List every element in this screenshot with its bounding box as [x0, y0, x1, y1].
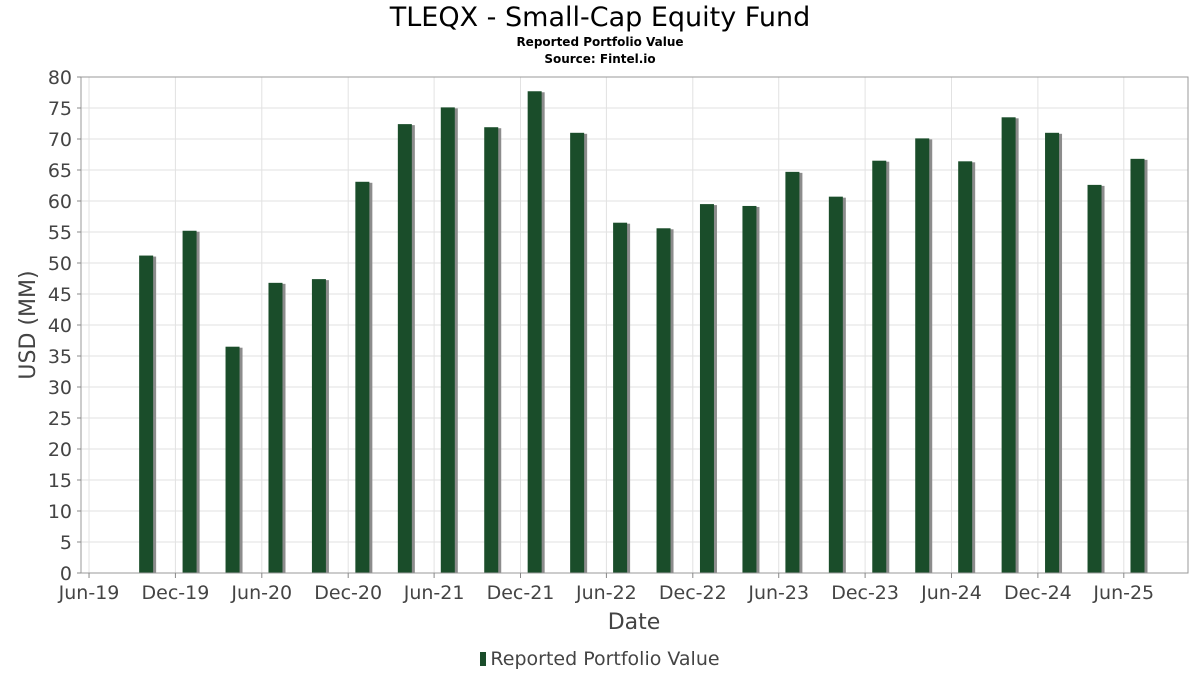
- bar: [613, 222, 631, 573]
- bar-fill: [311, 279, 326, 573]
- bar-fill: [872, 160, 887, 573]
- bar: [527, 91, 545, 573]
- bar: [699, 204, 717, 573]
- x-tick-label: Dec-24: [1004, 582, 1072, 604]
- y-tick-label: 5: [60, 532, 72, 554]
- bar-fill: [268, 282, 283, 573]
- y-tick-label: 40: [48, 315, 72, 337]
- x-tick-label: Jun-22: [575, 582, 637, 604]
- bar-fill: [527, 91, 542, 573]
- bar-fill: [915, 138, 930, 573]
- bar: [397, 124, 415, 574]
- bar-fill: [958, 161, 973, 573]
- bar-fill: [1001, 117, 1016, 574]
- y-axis-title: USD (MM): [16, 270, 41, 379]
- y-tick-label: 65: [48, 160, 72, 182]
- bar: [182, 230, 200, 573]
- bar-fill: [355, 181, 370, 573]
- bar-fill: [1087, 184, 1102, 573]
- x-tick-label: Jun-24: [920, 582, 982, 604]
- bar-fill: [570, 132, 585, 574]
- x-axis-title: Date: [608, 610, 661, 635]
- bar: [1045, 132, 1063, 574]
- bar: [1001, 117, 1019, 574]
- chart-subtitle: Reported Portfolio Value: [516, 35, 684, 49]
- bar-fill: [742, 205, 757, 573]
- x-tick-label: Jun-20: [230, 582, 292, 604]
- bar: [958, 161, 976, 573]
- bar-fill: [656, 228, 671, 573]
- y-tick-label: 10: [48, 501, 72, 523]
- bar-fill: [139, 255, 154, 573]
- bar: [570, 132, 588, 574]
- x-tick-label: Jun-23: [747, 582, 809, 604]
- chart-title: TLEQX - Small-Cap Equity Fund: [389, 2, 811, 33]
- bar: [742, 205, 760, 573]
- legend-swatch: [480, 652, 487, 666]
- grid-lines: [81, 76, 1188, 574]
- bar: [225, 346, 243, 573]
- x-tick-label: Jun-25: [1092, 582, 1154, 604]
- x-tick-label: Dec-19: [142, 582, 210, 604]
- bar-fill: [440, 107, 455, 573]
- y-tick-label: 70: [48, 129, 72, 151]
- bar: [268, 282, 286, 573]
- y-tick-label: 0: [60, 563, 72, 585]
- bar-fill: [699, 204, 714, 573]
- y-tick-label: 20: [48, 439, 72, 461]
- x-tick-label: Dec-21: [487, 582, 555, 604]
- y-tick-label: 55: [48, 222, 72, 244]
- bar-fill: [182, 230, 197, 573]
- y-tick-label: 45: [48, 284, 72, 306]
- bar-fill: [1130, 158, 1145, 573]
- y-axis: 0 5 10 15 20 25 30 35 40 45 50 55 60 65 70 75 80: [48, 67, 81, 585]
- y-tick-label: 35: [48, 346, 72, 368]
- bar: [915, 138, 933, 573]
- chart-source: Source: Fintel.io: [544, 52, 656, 66]
- bar-fill: [613, 222, 628, 573]
- bar: [1130, 158, 1148, 573]
- bar-fill: [1045, 132, 1060, 574]
- x-tick-label: Jun-19: [58, 582, 120, 604]
- bar: [355, 181, 373, 573]
- y-tick-label: 50: [48, 253, 72, 275]
- bar: [872, 160, 890, 573]
- legend: Reported Portfolio Value: [0, 648, 1200, 670]
- bar: [311, 279, 329, 573]
- bar-fill: [225, 346, 240, 573]
- legend-label: Reported Portfolio Value: [490, 648, 720, 670]
- x-tick-label: Dec-23: [831, 582, 899, 604]
- y-tick-label: 25: [48, 408, 72, 430]
- bar: [656, 228, 674, 573]
- bar: [440, 107, 458, 573]
- bar: [785, 171, 803, 574]
- y-tick-label: 60: [48, 191, 72, 213]
- bar: [828, 196, 846, 573]
- bars-group: [139, 91, 1148, 574]
- bar: [139, 255, 157, 573]
- bar-fill: [484, 127, 499, 573]
- y-tick-label: 80: [48, 67, 72, 89]
- bar-fill: [828, 196, 843, 573]
- y-tick-label: 75: [48, 98, 72, 120]
- x-axis: Jun-19 Dec-19 Jun-20 Dec-20 Jun-21 Dec-21 Jun-…: [58, 573, 1154, 604]
- x-tick-label: Dec-20: [314, 582, 382, 604]
- bar-fill: [397, 124, 412, 574]
- x-tick-label: Dec-22: [659, 582, 727, 604]
- bar-fill: [785, 171, 800, 574]
- bar: [484, 127, 502, 573]
- y-tick-label: 30: [48, 377, 72, 399]
- x-tick-label: Jun-21: [403, 582, 465, 604]
- bar: [1087, 184, 1105, 573]
- y-tick-label: 15: [48, 470, 72, 492]
